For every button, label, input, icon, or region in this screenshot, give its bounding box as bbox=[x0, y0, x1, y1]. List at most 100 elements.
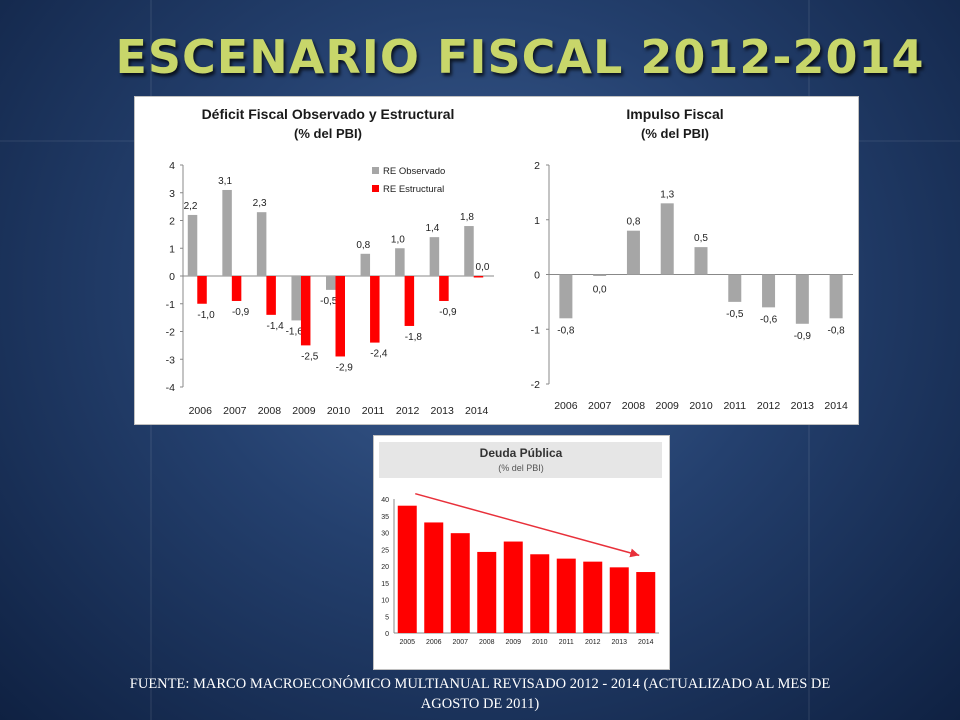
deficit-plot: 4 3 2 1 0 -1 -2 -3 -4 2,2 -1,0 2006 3,1 -0,9 2007 2,3 -1… bbox=[166, 160, 494, 417]
deficit-bar-observado bbox=[291, 276, 301, 321]
deficit-bar-estructural bbox=[335, 276, 345, 357]
deficit-label-estructural: -0,9 bbox=[232, 307, 250, 318]
deficit-y-tick-label: -2 bbox=[166, 327, 175, 339]
deficit-label-observado: 1,4 bbox=[425, 223, 439, 234]
impulso-x-tick-label: 2013 bbox=[791, 400, 815, 412]
deficit-bar-estructural bbox=[370, 276, 380, 343]
source-line-1: FUENTE: MARCO MACROECONÓMICO MULTIANUAL … bbox=[129, 676, 831, 692]
deficit-bar-observado bbox=[464, 226, 474, 276]
deficit-bar-observado bbox=[360, 253, 371, 276]
debt-bar bbox=[636, 572, 656, 633]
impulso-y-tick-label: 2 bbox=[534, 160, 540, 172]
debt-x-tick-label: 2011 bbox=[559, 639, 574, 646]
deficit-y-tick-label: -4 bbox=[166, 382, 175, 394]
debt-x-tick-label: 2014 bbox=[638, 639, 654, 646]
impulso-y-tick-label: -1 bbox=[531, 324, 540, 336]
deficit-label-observado: 2,2 bbox=[184, 201, 198, 212]
debt-y-tick-label: 5 bbox=[385, 614, 389, 621]
debt-bar bbox=[530, 554, 550, 633]
impulso-x-tick-label: 2008 bbox=[622, 400, 646, 412]
deficit-label-estructural: 0,0 bbox=[476, 262, 490, 273]
impulso-bar bbox=[559, 274, 573, 319]
deficit-y-tick-label: 0 bbox=[169, 271, 175, 283]
deficit-x-tick-label: 2010 bbox=[327, 405, 351, 417]
impulso-x-tick-label: 2012 bbox=[757, 400, 781, 412]
deficit-label-estructural: -1,8 bbox=[405, 332, 423, 343]
deficit-bar-observado bbox=[326, 276, 336, 290]
debt-bar bbox=[397, 505, 417, 633]
debt-bar bbox=[556, 558, 576, 633]
impulso-data-label: -0,9 bbox=[794, 331, 812, 342]
deficit-x-tick-label: 2011 bbox=[362, 405, 385, 417]
deficit-bar-observado bbox=[256, 212, 267, 276]
debt-y-tick-label: 20 bbox=[381, 564, 389, 571]
impulso-bar bbox=[626, 230, 640, 275]
impulso-bar bbox=[829, 274, 843, 319]
deficit-label-observado: 1,0 bbox=[391, 234, 405, 245]
debt-y-tick-label: 10 bbox=[381, 598, 389, 605]
deficit-bar-observado bbox=[222, 189, 232, 276]
impulso-y-tick-label: 1 bbox=[534, 215, 540, 227]
deficit-label-observado: 2,3 bbox=[253, 198, 267, 209]
debt-chart-svg: Deuda Pública (% del PBI) 40 35 30 25 20 15 10… bbox=[379, 442, 662, 646]
impulso-x-tick-label: 2007 bbox=[588, 400, 612, 412]
deficit-label-estructural: -1,4 bbox=[267, 321, 285, 332]
debt-x-tick-label: 2006 bbox=[426, 639, 442, 646]
impulso-chart-title: Impulso Fiscal bbox=[626, 106, 723, 122]
debt-chart-panel: Deuda Pública (% del PBI) 40 35 30 25 20 15 10… bbox=[373, 435, 670, 670]
debt-bar bbox=[583, 561, 603, 633]
deficit-y-tick-label: 4 bbox=[169, 160, 175, 172]
deficit-label-observado: -1,6 bbox=[286, 326, 304, 337]
debt-bar bbox=[477, 551, 497, 633]
debt-x-tick-label: 2005 bbox=[399, 639, 415, 646]
impulso-data-label: 0,0 bbox=[593, 285, 607, 296]
deficit-x-tick-label: 2013 bbox=[430, 405, 454, 417]
deficit-x-tick-label: 2009 bbox=[292, 405, 316, 417]
slide-title: ESCENARIO FISCAL 2012-2014 bbox=[115, 30, 925, 84]
deficit-chart-subtitle: (% del PBI) bbox=[294, 126, 362, 141]
debt-x-tick-label: 2009 bbox=[505, 639, 521, 646]
debt-chart-subtitle: (% del PBI) bbox=[498, 463, 544, 473]
deficit-bar-estructural bbox=[473, 276, 484, 278]
deficit-bar-observado bbox=[395, 248, 405, 276]
debt-x-tick-label: 2008 bbox=[479, 639, 495, 646]
impulso-bar bbox=[728, 274, 742, 302]
impulso-bar bbox=[694, 247, 708, 275]
deficit-bar-estructural bbox=[300, 276, 311, 346]
top-charts-panel: Déficit Fiscal Observado y Estructural (… bbox=[134, 96, 859, 425]
impulso-chart-subtitle: (% del PBI) bbox=[641, 126, 709, 141]
debt-plot: 40 35 30 25 20 15 10 5 0 2005 2006 2007 2008 2009 2010… bbox=[381, 492, 659, 646]
debt-x-tick-label: 2013 bbox=[611, 639, 627, 646]
impulso-data-label: 1,3 bbox=[660, 189, 674, 200]
deficit-x-tick-label: 2008 bbox=[258, 405, 282, 417]
debt-x-tick-label: 2007 bbox=[452, 639, 468, 646]
deficit-y-tick-label: -1 bbox=[166, 299, 175, 311]
source-note: FUENTE: MARCO MACROECONÓMICO MULTIANUAL … bbox=[0, 674, 960, 714]
debt-bar bbox=[609, 567, 629, 633]
deficit-bar-observado bbox=[187, 214, 198, 276]
deficit-x-tick-label: 2006 bbox=[189, 405, 213, 417]
impulso-data-label: 0,5 bbox=[694, 233, 708, 244]
impulso-x-tick-label: 2009 bbox=[656, 400, 680, 412]
debt-y-tick-label: 40 bbox=[381, 497, 389, 504]
legend-label-estructural: RE Estructural bbox=[383, 184, 444, 195]
deficit-bar-estructural bbox=[439, 276, 449, 301]
deficit-x-tick-label: 2014 bbox=[465, 405, 489, 417]
deficit-y-tick-label: 3 bbox=[169, 188, 175, 200]
deficit-bar-estructural bbox=[197, 276, 207, 304]
impulso-bar bbox=[762, 274, 776, 308]
impulso-plot: 2 1 0 -1 -2 -0,8 2006 0,0 2007 0,8 2008 1,3 2009 0,5 2… bbox=[531, 160, 853, 412]
debt-y-tick-label: 0 bbox=[385, 631, 389, 638]
deficit-label-estructural: -2,4 bbox=[370, 349, 388, 360]
impulso-bar bbox=[795, 274, 809, 324]
deficit-label-estructural: -0,9 bbox=[439, 307, 457, 318]
deficit-x-tick-label: 2007 bbox=[223, 405, 247, 417]
deficit-y-tick-label: -3 bbox=[166, 354, 175, 366]
debt-bar bbox=[450, 533, 470, 633]
deficit-label-observado: 1,8 bbox=[460, 212, 474, 223]
legend-label-observado: RE Observado bbox=[383, 166, 445, 177]
impulso-x-tick-label: 2006 bbox=[554, 400, 578, 412]
debt-y-tick-label: 15 bbox=[381, 581, 389, 588]
deficit-bar-observado bbox=[429, 237, 440, 276]
debt-x-tick-label: 2012 bbox=[585, 639, 601, 646]
